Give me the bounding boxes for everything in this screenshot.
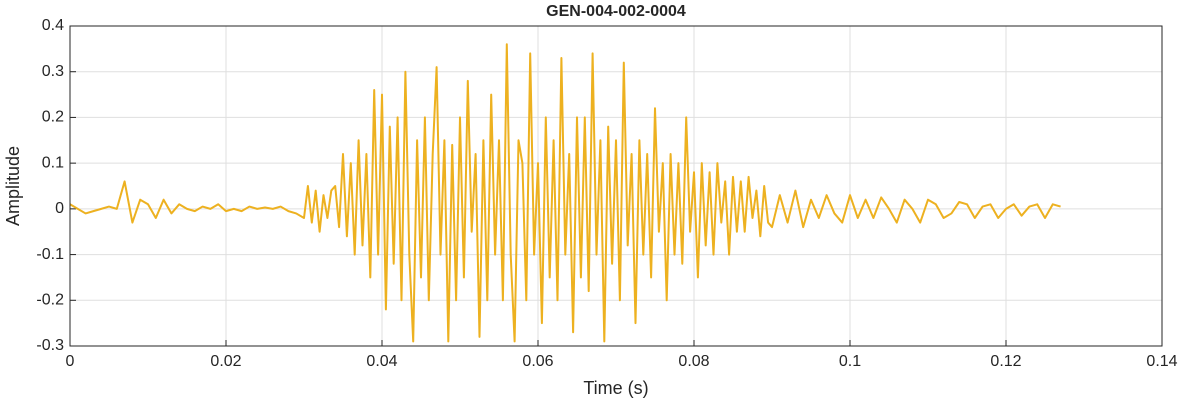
y-tick-label: 0.3 bbox=[42, 63, 64, 80]
y-tick-label: 0.2 bbox=[42, 109, 64, 126]
y-tick-label: 0 bbox=[55, 200, 64, 217]
x-tick-label: 0.04 bbox=[366, 353, 397, 370]
y-tick-label: -0.2 bbox=[36, 292, 64, 309]
y-tick-label: 0.4 bbox=[42, 17, 64, 34]
chart-title: GEN-004-002-0004 bbox=[546, 3, 686, 20]
plot-frame bbox=[69, 25, 1163, 347]
x-tick-label: 0.12 bbox=[990, 353, 1021, 370]
x-tick-label: 0.08 bbox=[678, 353, 709, 370]
y-tick-label: 0.1 bbox=[42, 154, 64, 171]
y-tick-label: -0.3 bbox=[36, 337, 64, 354]
x-axis-label: Time (s) bbox=[583, 378, 648, 398]
x-tick-label: 0.02 bbox=[210, 353, 241, 370]
y-tick-label: -0.1 bbox=[36, 246, 64, 263]
x-tick-label: 0.14 bbox=[1146, 353, 1177, 370]
x-tick-label: 0.1 bbox=[839, 353, 861, 370]
x-tick-label: 0.06 bbox=[522, 353, 553, 370]
x-tick-label: 0 bbox=[66, 353, 75, 370]
waveform-line bbox=[69, 43, 1061, 343]
y-axis-label: Amplitude bbox=[3, 146, 23, 226]
